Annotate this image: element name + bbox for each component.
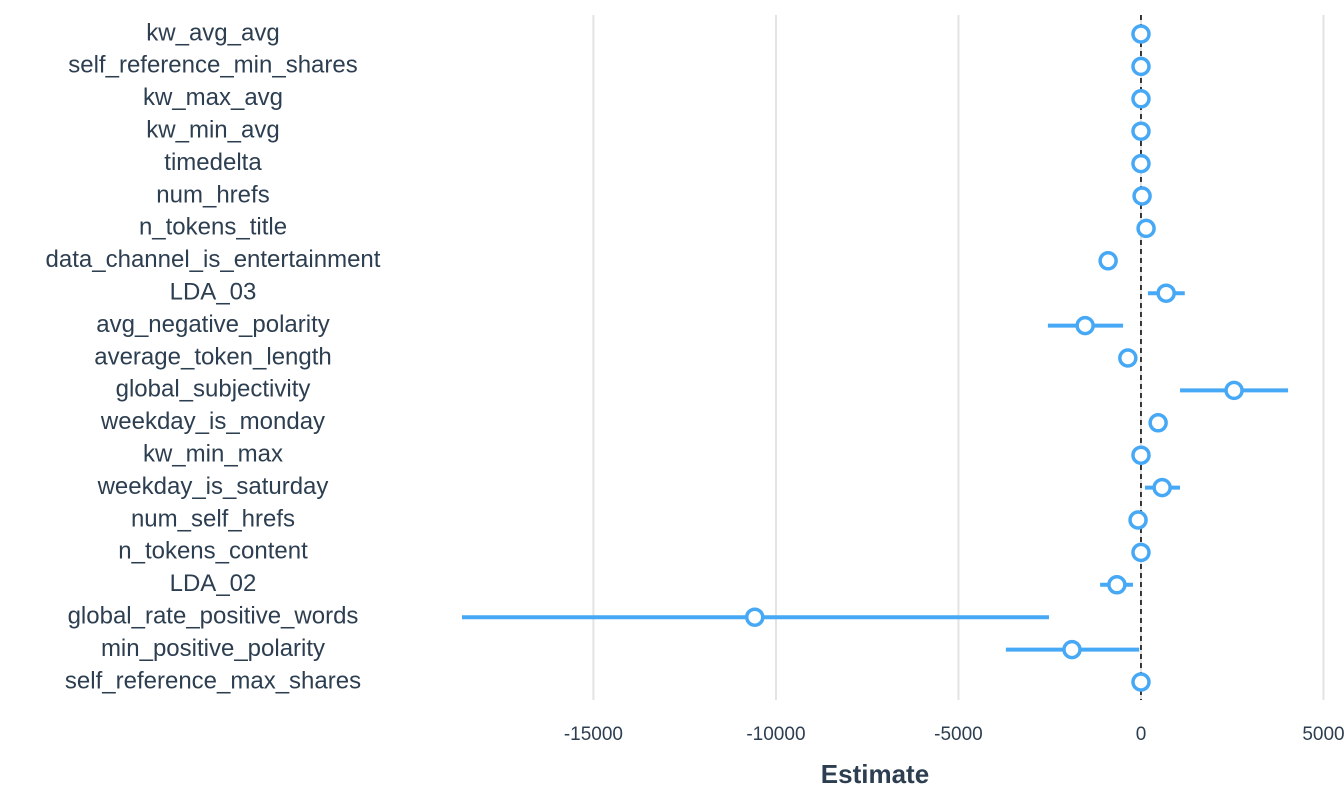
estimate-point <box>1156 283 1176 303</box>
estimate-point <box>1131 542 1151 563</box>
y-tick-label: kw_min_max <box>143 441 283 468</box>
estimate-point <box>1062 639 1082 660</box>
y-tick-label: kw_min_avg <box>146 117 279 144</box>
y-tick-label: avg_negative_polarity <box>96 311 330 338</box>
estimate-point <box>1224 380 1244 401</box>
y-tick-label: num_hrefs <box>156 181 269 208</box>
estimate-point <box>1131 153 1151 174</box>
x-tick-label: 5000 <box>1302 724 1344 745</box>
y-tick-label: average_token_length <box>94 343 332 370</box>
estimate-point <box>1131 89 1151 109</box>
y-tick-label: n_tokens_title <box>139 214 287 241</box>
y-tick-label: LDA_02 <box>170 570 257 597</box>
y-tick-label: weekday_is_saturday <box>97 473 329 500</box>
estimate-point <box>1131 445 1151 465</box>
y-tick-label: global_subjectivity <box>116 376 311 403</box>
y-tick-label: kw_avg_avg <box>146 19 279 46</box>
y-tick-label: self_reference_min_shares <box>68 52 358 79</box>
estimate-point <box>1152 477 1172 498</box>
estimate-point <box>745 607 765 627</box>
y-tick-label: LDA_03 <box>170 279 257 306</box>
y-tick-label: global_rate_positive_words <box>68 603 359 630</box>
estimate-point <box>1136 218 1156 239</box>
estimate-point <box>1131 24 1151 44</box>
estimate-point <box>1098 251 1118 271</box>
estimate-point <box>1148 413 1168 433</box>
estimate-point <box>1132 186 1152 206</box>
estimate-point <box>1107 575 1127 595</box>
estimate-point <box>1131 121 1151 141</box>
x-tick-label: -10000 <box>746 724 805 745</box>
x-tick-label: 0 <box>1136 724 1147 745</box>
y-tick-label: kw_max_avg <box>143 84 283 111</box>
y-tick-label: weekday_is_monday <box>100 408 325 435</box>
estimate-point <box>1131 672 1151 692</box>
x-axis-title: Estimate <box>821 759 929 789</box>
y-tick-label: num_self_hrefs <box>131 505 295 532</box>
estimate-point <box>1128 510 1148 530</box>
estimate-point <box>1075 315 1095 336</box>
x-tick-label: -15000 <box>564 724 623 745</box>
y-tick-label: self_reference_max_shares <box>65 667 361 694</box>
x-tick-label: -5000 <box>934 724 983 745</box>
estimate-point <box>1131 56 1151 77</box>
y-tick-label: data_channel_is_entertainment <box>46 246 381 273</box>
y-tick-label: min_positive_polarity <box>101 635 325 662</box>
y-tick-label: timedelta <box>164 149 262 176</box>
estimate-point <box>1118 348 1138 368</box>
y-tick-label: n_tokens_content <box>118 538 308 565</box>
